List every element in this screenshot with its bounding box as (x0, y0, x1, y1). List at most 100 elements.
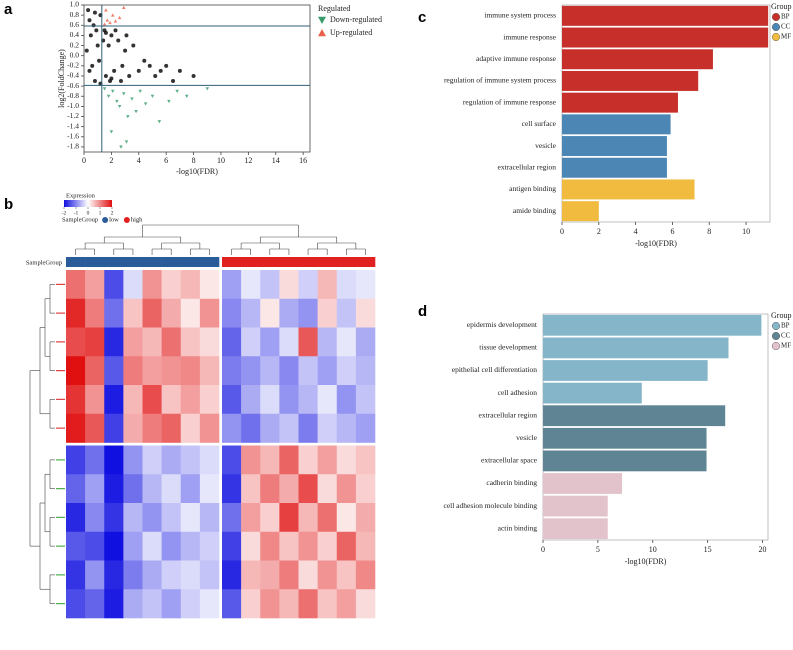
heatmap-cell (104, 413, 124, 443)
plot-frame (83, 4, 311, 153)
x-tick-label: 8 (192, 156, 196, 165)
y-tick-label: -1.8 (67, 142, 79, 151)
heatmap-cell (336, 298, 357, 328)
heatmap-cell (85, 445, 105, 475)
y-tick-label: 0.2 (70, 40, 80, 49)
heatmap-cell (241, 503, 261, 533)
x-axis-label: -log10(FDR) (176, 167, 218, 176)
heatmap-cell (241, 445, 261, 475)
point (95, 43, 100, 48)
heatmap-cell (317, 413, 338, 443)
sample-group-bar (104, 257, 124, 267)
heatmap-cell (104, 503, 124, 533)
y-tick-label: 1.0 (70, 0, 80, 9)
heatmap-cell (142, 270, 162, 300)
heatmap-cell (142, 474, 162, 504)
heatmap-cell (222, 413, 242, 443)
bar (543, 337, 729, 359)
point (91, 23, 96, 28)
panel-label: c (418, 9, 426, 26)
bar (562, 70, 699, 91)
heatmap-cell (355, 270, 376, 300)
legend-label: BP (781, 13, 790, 21)
point (177, 68, 182, 73)
heatmap-cell (241, 270, 261, 300)
heatmap-cell (66, 503, 86, 533)
y-tick-label: cadherin binding (486, 478, 537, 487)
heatmap-cell (180, 385, 201, 415)
heatmap-cell (85, 474, 105, 504)
heatmap-cell (85, 503, 105, 533)
heatmap-cell (123, 560, 143, 590)
heatmap-cell (336, 589, 357, 619)
heatmap-cell (260, 270, 280, 300)
bar (543, 314, 762, 336)
point (117, 104, 122, 109)
y-tick-label: -0.6 (67, 81, 79, 90)
point (90, 63, 95, 68)
x-tick-label: 10 (649, 545, 657, 554)
heatmap-cell (336, 531, 357, 561)
heatmap-cell (161, 298, 182, 328)
x-tick-label: 0 (82, 156, 86, 165)
heatmap-cell (104, 589, 124, 619)
heatmap-cell (104, 560, 124, 590)
point (147, 63, 152, 68)
heatmap-cell (180, 503, 201, 533)
heatmap-cell (66, 589, 86, 619)
heatmap-cell (180, 270, 201, 300)
heatmap-cell (123, 413, 143, 443)
sample-group-bar (355, 257, 376, 267)
heatmap-cell (260, 560, 280, 590)
legend-label: CC (781, 332, 791, 340)
point (157, 120, 162, 124)
point (121, 5, 126, 9)
heatmap-cell (260, 503, 280, 533)
point (184, 94, 189, 99)
heatmap-cell (180, 327, 201, 357)
heatmap-cell (104, 298, 124, 328)
heatmap-cell (66, 560, 86, 590)
heatmap-cell (180, 298, 201, 328)
sample-group-bar (241, 257, 261, 267)
heatmap-cell (142, 445, 162, 475)
heatmap-cell (260, 356, 280, 386)
heatmap-cell (142, 503, 162, 533)
heatmap-cell (85, 270, 105, 300)
heatmap-cell (142, 385, 162, 415)
heatmap-cell (336, 270, 357, 300)
color-bar-label: -2 (62, 210, 67, 216)
point (171, 79, 176, 84)
legend-marker (318, 29, 326, 37)
heatmap-cell (336, 560, 357, 590)
heatmap-cell (123, 385, 143, 415)
heatmap-cell (222, 298, 242, 328)
y-axis-label: log2(FoldChange) (57, 49, 66, 108)
x-tick-label: 2 (597, 227, 601, 236)
y-tick-label: -0.8 (67, 91, 79, 100)
heatmap-cell (199, 385, 220, 415)
heatmap-cell (222, 445, 242, 475)
heatmap-cell (317, 531, 338, 561)
legend-marker (123, 217, 130, 223)
heatmap-cell (260, 589, 280, 619)
heatmap-cell (317, 327, 338, 357)
color-bar-label: 1 (99, 210, 102, 216)
point (167, 99, 171, 104)
heatmap-cell (336, 385, 357, 415)
bar (543, 360, 708, 381)
point (113, 19, 118, 23)
x-tick-label: 8 (707, 227, 711, 236)
y-tick-label: regulation of immune response (463, 97, 557, 106)
heatmap-cell (123, 356, 143, 386)
legend-label: high (131, 216, 143, 223)
legend-marker (772, 12, 781, 21)
heatmap-cell (298, 531, 318, 561)
color-bar-label: -1 (74, 210, 79, 216)
x-tick-label: 12 (244, 156, 252, 165)
heatmap-cell (336, 413, 357, 443)
point (86, 8, 91, 13)
sample-group-bar (161, 257, 182, 267)
heatmap-cell (85, 560, 105, 590)
